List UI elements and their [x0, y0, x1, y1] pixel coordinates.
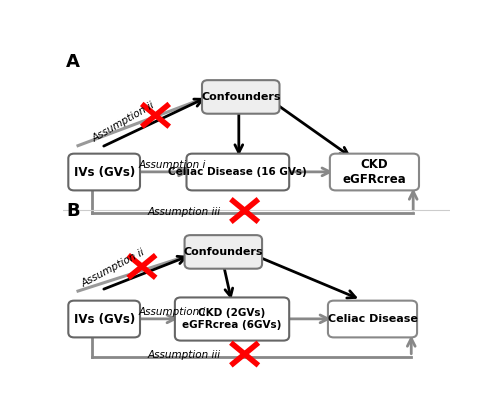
FancyBboxPatch shape: [68, 154, 140, 190]
Text: IVs (GVs): IVs (GVs): [74, 166, 135, 178]
FancyBboxPatch shape: [330, 154, 419, 190]
Text: Celiac Disease: Celiac Disease: [328, 314, 418, 324]
FancyBboxPatch shape: [328, 300, 417, 337]
Text: A: A: [66, 54, 80, 71]
Text: Celiac Disease (16 GVs): Celiac Disease (16 GVs): [168, 167, 307, 177]
Text: IVs (GVs): IVs (GVs): [74, 312, 135, 325]
Text: Assumption iii: Assumption iii: [148, 207, 221, 217]
Text: B: B: [66, 202, 80, 220]
Text: Assumption ii: Assumption ii: [90, 100, 156, 144]
Text: Assumption i: Assumption i: [138, 160, 205, 170]
FancyBboxPatch shape: [68, 300, 140, 337]
Text: Confounders: Confounders: [201, 92, 280, 102]
FancyBboxPatch shape: [186, 154, 289, 190]
Text: Assumption ii: Assumption ii: [80, 248, 147, 290]
Text: Assumption iii: Assumption iii: [148, 350, 221, 360]
Text: CKD
eGFRcrea: CKD eGFRcrea: [342, 158, 406, 186]
Text: Confounders: Confounders: [184, 247, 263, 257]
FancyBboxPatch shape: [184, 235, 262, 269]
Text: CKD (2GVs)
eGFRcrea (6GVs): CKD (2GVs) eGFRcrea (6GVs): [182, 308, 282, 330]
FancyBboxPatch shape: [202, 80, 280, 114]
Text: Assumption i: Assumption i: [139, 307, 206, 317]
FancyBboxPatch shape: [175, 298, 289, 341]
